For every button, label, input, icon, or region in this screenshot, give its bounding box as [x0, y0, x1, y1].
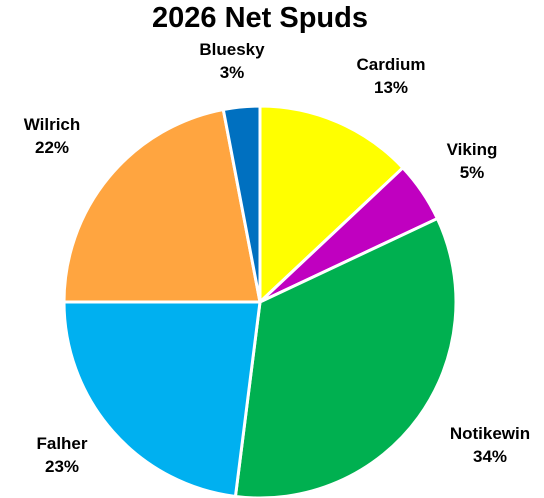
- pie-slice-wilrich: [62, 107, 262, 304]
- slice-label-falher: Falher: [36, 434, 87, 453]
- slice-label-notikewin: Notikewin: [450, 424, 530, 443]
- pie-slice-notikewin: [233, 217, 458, 498]
- pie-slice-cardium: [258, 104, 405, 304]
- slice-percent-notikewin: 34%: [473, 447, 507, 466]
- chart-title: 2026 Net Spuds: [152, 2, 368, 34]
- slice-percent-cardium: 13%: [374, 78, 408, 97]
- pie-slice-bluesky: [221, 104, 262, 304]
- slice-label-wilrich: Wilrich: [24, 115, 81, 134]
- slice-label-cardium: Cardium: [357, 55, 426, 74]
- slice-percent-wilrich: 22%: [35, 138, 69, 157]
- slice-label-viking: Viking: [447, 140, 498, 159]
- slice-percent-falher: 23%: [45, 457, 79, 476]
- slice-percent-bluesky: 3%: [220, 63, 245, 82]
- pie-slice-falher: [62, 300, 262, 498]
- slice-label-bluesky: Bluesky: [199, 40, 265, 59]
- slice-percent-viking: 5%: [460, 163, 485, 182]
